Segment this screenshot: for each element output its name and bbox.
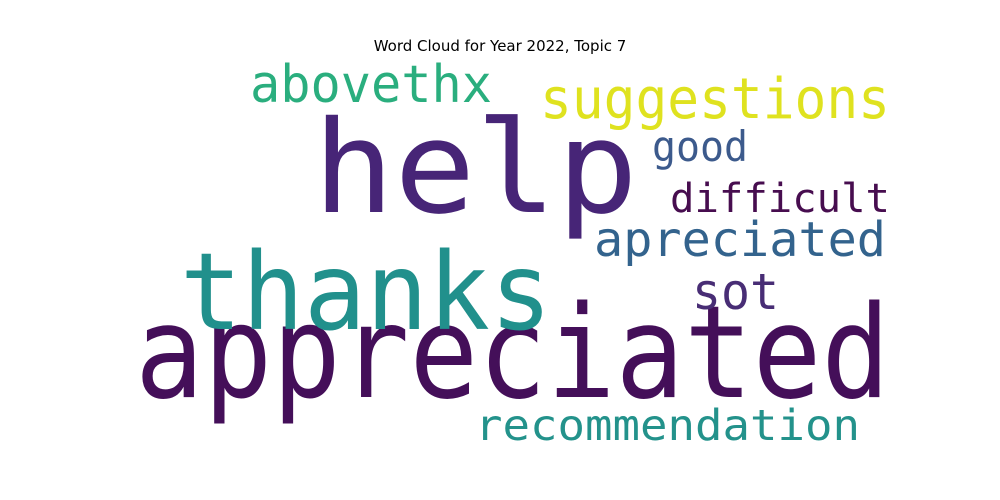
word-recommendation: recommendation [475,401,860,451]
word-apreciated: apreciated [594,212,886,268]
word-abovethx: abovethx [250,55,492,115]
word-sot: sot [692,263,779,321]
word-suggestions: suggestions [540,67,890,132]
word-difficult: difficult [670,176,890,222]
word-thanks: thanks [180,231,552,355]
word-help: help [313,94,638,243]
word-appreciated: appreciated [135,279,890,428]
word-good: good [652,122,748,171]
chart-title: Word Cloud for Year 2022, Topic 7 [373,37,627,55]
